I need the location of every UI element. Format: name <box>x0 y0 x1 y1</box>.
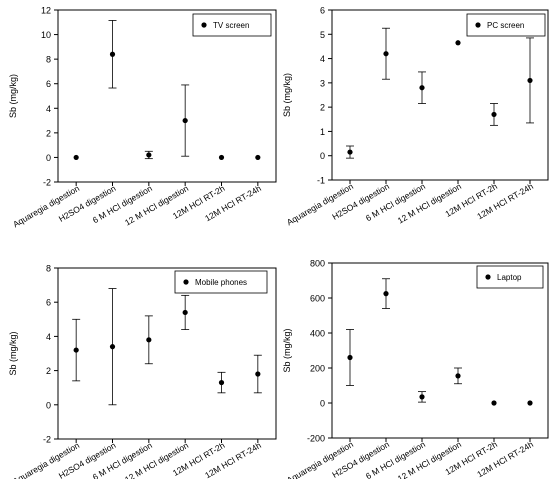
legend-box <box>174 270 268 294</box>
y-tick-label: 400 <box>310 329 325 339</box>
y-axis-label: Sb (mg/kg) <box>282 328 292 372</box>
y-tick-label: 2 <box>46 366 51 376</box>
data-point <box>455 373 461 379</box>
plot-frame <box>57 9 277 183</box>
y-tick-label: 6 <box>46 79 51 89</box>
legend-marker <box>201 22 207 28</box>
y-tick-label: 12 <box>41 6 51 16</box>
legend-marker <box>183 279 189 285</box>
y-tick-label: -2 <box>43 178 51 188</box>
legend-box <box>476 265 544 289</box>
y-tick-label: 0 <box>320 399 325 409</box>
data-point <box>383 291 389 297</box>
data-point <box>527 400 533 406</box>
data-point <box>109 51 116 57</box>
y-tick-label: 0 <box>46 153 51 163</box>
y-tick-label: 5 <box>320 30 325 40</box>
y-axis-label: Sb (mg/kg) <box>8 74 18 118</box>
data-point <box>383 51 389 57</box>
legend-label: PC screen <box>487 21 524 30</box>
y-tick-label: 600 <box>310 294 325 304</box>
y-tick-label: 0 <box>46 400 51 410</box>
plot-frame <box>331 262 549 439</box>
y-tick-label: 10 <box>41 30 51 40</box>
legend-marker <box>475 22 481 28</box>
data-point <box>255 154 261 161</box>
plot-frame <box>57 267 277 440</box>
data-point <box>491 111 497 118</box>
legend-marker <box>485 274 491 280</box>
y-tick-label: 0 <box>320 151 325 161</box>
legend-box <box>192 13 272 37</box>
y-tick-label: 2 <box>320 103 325 113</box>
data-point <box>109 344 116 350</box>
data-point <box>146 337 152 343</box>
y-tick-label: 3 <box>320 78 325 88</box>
data-point <box>218 154 225 161</box>
y-tick-label: 6 <box>320 6 325 16</box>
data-point <box>527 77 533 84</box>
data-point <box>491 400 497 406</box>
data-point <box>255 371 261 377</box>
data-point <box>73 347 79 353</box>
y-tick-label: 8 <box>46 55 51 65</box>
y-tick-label: 800 <box>310 259 325 269</box>
legend-box <box>466 13 546 37</box>
data-point <box>73 154 79 161</box>
plot-frame <box>331 9 549 181</box>
y-tick-label: 8 <box>46 264 51 274</box>
x-tick-label: 12 M HCl digestion <box>396 181 463 226</box>
y-tick-label: -1 <box>317 176 325 186</box>
y-tick-label: 200 <box>310 364 325 374</box>
legend-label: Laptop <box>497 273 522 282</box>
data-point <box>182 117 188 124</box>
data-point <box>218 379 225 386</box>
y-tick-label: 6 <box>46 298 51 308</box>
y-axis-label: Sb (mg/kg) <box>282 73 292 117</box>
y-tick-label: 4 <box>320 54 325 64</box>
y-tick-label: 1 <box>320 127 325 137</box>
data-point <box>146 152 152 158</box>
y-tick-label: 4 <box>46 332 51 342</box>
data-point <box>419 85 425 91</box>
legend-label: Mobile phones <box>195 278 247 287</box>
data-point <box>419 394 425 400</box>
data-point <box>347 354 353 361</box>
x-tick-label: 12 M HCl digestion <box>123 183 190 228</box>
y-tick-label: -2 <box>43 435 51 445</box>
y-tick-label: -200 <box>307 434 325 444</box>
legend-label: TV screen <box>213 21 249 30</box>
data-point <box>347 149 353 155</box>
data-point <box>182 309 188 316</box>
y-tick-label: 2 <box>46 128 51 138</box>
data-point <box>455 40 461 46</box>
y-tick-label: 4 <box>46 104 51 114</box>
y-axis-label: Sb (mg/kg) <box>8 331 18 375</box>
